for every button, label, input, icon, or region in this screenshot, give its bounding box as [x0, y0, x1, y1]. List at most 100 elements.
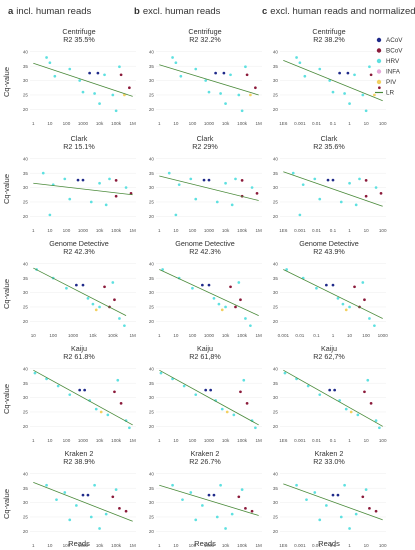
point-bcov [254, 86, 257, 90]
y-tick-label: 25 [23, 93, 29, 98]
point-acov [202, 178, 206, 182]
point-hrv [181, 498, 184, 502]
point-hrv [244, 65, 247, 69]
x-tick-label: 1 [158, 333, 161, 338]
point-bcov [379, 191, 383, 195]
x-tick-label: 1M [129, 438, 136, 443]
point-hrv [194, 393, 198, 397]
point-hrv [220, 407, 224, 411]
point-hrv [306, 384, 310, 388]
x-tick-label: 1 [32, 438, 35, 443]
point-hrv [104, 203, 108, 207]
y-axis-label: Cq-value [2, 279, 11, 309]
y-tick-label: 40 [23, 49, 29, 54]
point-hrv [364, 109, 368, 113]
x-tick-label: 1M [255, 228, 262, 233]
panel-title: Clark [321, 134, 338, 143]
point-piv [344, 308, 348, 312]
x-tick-label: 0.001 [294, 438, 306, 443]
point-hrv [318, 518, 322, 522]
x-tick-label: 1 [158, 543, 161, 548]
x-tick-label: 100 [379, 438, 387, 443]
x-tick-label: 100k [111, 543, 122, 548]
point-hrv [378, 426, 381, 430]
point-hrv [207, 90, 211, 94]
x-tick-label: 10 [47, 121, 53, 126]
point-hrv [93, 483, 96, 487]
point-bcov [250, 509, 254, 513]
point-bcov [113, 298, 116, 302]
x-tick-label: 0.1 [313, 333, 320, 338]
y-tick-label: 30 [273, 185, 279, 190]
x-tick-label: 10k [96, 228, 104, 233]
x-tick-label: 100k [108, 333, 119, 338]
point-piv [225, 410, 229, 414]
y-tick-label: 35 [273, 276, 279, 281]
panel-title: Kraken 2 [65, 449, 94, 458]
point-hrv [224, 305, 227, 309]
x-tick-label: 10k [222, 543, 230, 548]
y-tick-label: 25 [149, 410, 155, 415]
x-tick-label: 10 [364, 228, 370, 233]
point-hrv [161, 268, 164, 271]
x-tick-label: 1 [332, 333, 335, 338]
column-label: excl. human reads and normalized [270, 6, 415, 17]
y-tick-label: 20 [149, 214, 155, 219]
point-acov [338, 71, 341, 75]
point-hrv [343, 92, 346, 95]
column-header-a: a incl. human reads [8, 6, 92, 17]
point-hrv [124, 186, 128, 189]
panel-r2: R2 29% [192, 142, 218, 151]
point-acov [333, 388, 337, 392]
point-bcov [114, 179, 118, 182]
x-tick-label: 10k [222, 121, 230, 126]
point-hrv [63, 177, 67, 181]
point-hrv [98, 181, 101, 185]
panel-title: Genome Detective [299, 239, 359, 248]
point-hrv [240, 109, 244, 113]
y-tick-label: 40 [149, 471, 155, 476]
point-bcov [124, 509, 128, 513]
x-tick-label: 1000 [78, 543, 89, 548]
x-tick-label: 100 [63, 438, 71, 443]
point-hrv [361, 93, 365, 97]
point-hrv [303, 74, 307, 78]
legend-item-bcov: BCoV [376, 48, 403, 55]
y-tick-label: 20 [273, 424, 279, 429]
point-acov [209, 388, 213, 392]
legend-dot-marker [376, 58, 382, 64]
x-tick-label: 1 [158, 438, 161, 443]
point-hrv [171, 56, 174, 59]
point-hrv [98, 305, 101, 309]
x-tick-label: 10k [96, 438, 104, 443]
x-tick-label: 100k [237, 333, 248, 338]
point-piv [99, 410, 103, 414]
point-hrv [224, 102, 227, 105]
point-hrv [65, 286, 68, 290]
y-tick-label: 25 [23, 515, 29, 520]
x-tick-label: 100 [49, 333, 57, 338]
panel-r2: R2 61,8% [189, 352, 221, 361]
regression-line [283, 171, 383, 207]
point-hrv [338, 399, 341, 402]
point-hrv [295, 56, 298, 59]
y-tick-label: 40 [273, 471, 279, 476]
point-bcov [363, 390, 366, 394]
y-tick-label: 25 [149, 200, 155, 205]
y-tick-label: 30 [149, 500, 155, 505]
regression-line [283, 60, 383, 102]
y-tick-label: 35 [149, 64, 155, 69]
legend-label: ACoV [386, 37, 403, 44]
point-hrv [374, 419, 378, 422]
y-tick-label: 25 [273, 515, 279, 520]
regression-line [283, 483, 383, 521]
y-tick-label: 40 [273, 366, 279, 371]
point-hrv [315, 286, 318, 290]
y-tick-label: 40 [149, 49, 155, 54]
point-bcov [111, 495, 115, 499]
